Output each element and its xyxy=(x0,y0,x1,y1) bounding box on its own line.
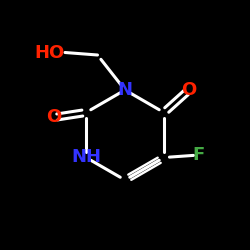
Text: NH: NH xyxy=(71,148,101,166)
Text: HO: HO xyxy=(35,44,65,62)
Text: O: O xyxy=(46,108,61,126)
Text: F: F xyxy=(193,146,205,164)
Text: N: N xyxy=(118,81,132,99)
Text: O: O xyxy=(181,81,196,99)
